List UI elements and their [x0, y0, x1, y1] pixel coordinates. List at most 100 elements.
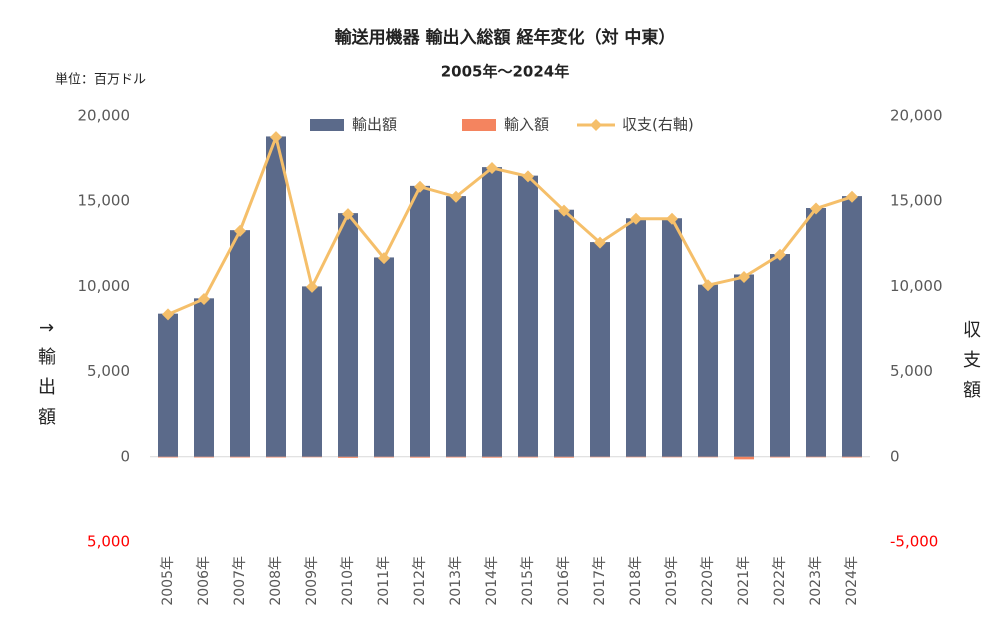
x-tick-label: 2019年	[664, 556, 680, 606]
y2-tick-label: 20,000	[890, 107, 943, 125]
bar	[194, 298, 214, 457]
chart-title: 輸送用機器 輸出入総額 経年変化（対 中東）	[335, 27, 676, 48]
y2-tick-label: 5,000	[890, 362, 933, 380]
marker	[810, 202, 822, 215]
legend-label: 輸出額	[352, 116, 397, 134]
marker	[234, 224, 246, 237]
bar	[158, 313, 178, 457]
x-tick-label: 2022年	[772, 556, 788, 606]
unit-label: 単位：百万ドル	[55, 72, 146, 88]
bar	[734, 274, 754, 457]
legend-swatch	[462, 119, 496, 131]
x-tick-label: 2012年	[412, 556, 428, 606]
marker	[486, 161, 498, 174]
legend-label: 収支(右軸)	[622, 116, 694, 134]
x-tick-label: 2014年	[484, 556, 500, 606]
y-tick-label: 10,000	[78, 277, 131, 295]
legend-swatch	[310, 119, 344, 131]
marker	[198, 293, 210, 306]
bar	[374, 257, 394, 457]
x-tick-label: 2005年	[160, 556, 176, 606]
bar	[518, 175, 538, 457]
marker	[594, 236, 606, 249]
bar	[590, 242, 610, 457]
x-tick-label: 2017年	[592, 556, 608, 606]
x-tick-label: 2015年	[520, 556, 536, 606]
marker	[270, 131, 282, 144]
marker	[306, 280, 318, 293]
bar	[266, 456, 286, 458]
x-tick-label: 2010年	[340, 556, 356, 606]
bar	[554, 456, 574, 458]
bar	[698, 456, 718, 458]
legend-label: 輸入額	[504, 116, 549, 134]
x-tick-label: 2007年	[232, 556, 248, 606]
bar	[518, 456, 538, 458]
chart-subtitle: 2005年～2024年	[441, 63, 570, 81]
marker	[630, 212, 642, 225]
marker	[162, 308, 174, 321]
x-tick-label: 2018年	[628, 556, 644, 606]
bar	[446, 196, 466, 457]
bar	[482, 167, 502, 457]
bar	[446, 456, 466, 458]
bar	[410, 456, 430, 458]
marker	[846, 190, 858, 203]
x-tick-label: 2024年	[844, 556, 860, 606]
line	[167, 132, 853, 316]
x-tick-label: 2013年	[448, 556, 464, 606]
bar	[770, 254, 790, 457]
bar	[806, 456, 826, 458]
y-axis-title: ↑輸出額	[35, 320, 56, 437]
bar	[338, 213, 358, 457]
marker	[558, 204, 570, 217]
y2-tick-label: 10,000	[890, 277, 943, 295]
marker	[378, 252, 390, 265]
bar	[626, 218, 646, 457]
marker	[738, 271, 750, 284]
marker	[450, 190, 462, 203]
bar	[374, 456, 394, 458]
bar	[698, 284, 718, 457]
bar	[626, 456, 646, 458]
x-tick-label: 2009年	[304, 556, 320, 606]
marker	[774, 248, 786, 261]
bar	[302, 456, 322, 458]
bar	[842, 456, 862, 458]
bar	[662, 456, 682, 458]
y-tick-label: 20,000	[78, 107, 131, 125]
y2-tick-label: -5,000	[890, 533, 938, 551]
x-tick-label: 2021年	[736, 556, 752, 606]
legend-marker	[590, 119, 602, 131]
x-tick-label: 2008年	[268, 556, 284, 606]
bar	[770, 456, 790, 458]
x-tick-label: 2006年	[196, 556, 212, 606]
x-tick-label: 2020年	[700, 556, 716, 606]
bar	[338, 456, 358, 458]
y-tick-label: 5,000	[87, 362, 130, 380]
marker	[414, 180, 426, 193]
bar	[842, 196, 862, 457]
y2-tick-label: 15,000	[890, 192, 943, 210]
x-tick-label: 2016年	[556, 556, 572, 606]
y2-tick-label: 0	[890, 447, 900, 465]
bar	[482, 456, 502, 458]
marker	[702, 279, 714, 292]
bar	[302, 286, 322, 457]
y-tick-label: 15,000	[78, 192, 131, 210]
bar	[194, 456, 214, 458]
bar	[662, 218, 682, 457]
bar	[734, 456, 754, 460]
x-tick-label: 2011年	[376, 556, 392, 606]
x-tick-label: 2023年	[808, 556, 824, 606]
marker	[666, 212, 678, 225]
bar	[410, 185, 430, 457]
marker	[522, 170, 534, 183]
bar	[554, 209, 574, 457]
bar	[158, 456, 178, 458]
y-tick-label: 0	[120, 447, 130, 465]
bar	[806, 208, 826, 457]
marker	[342, 208, 354, 221]
bar	[230, 456, 250, 458]
